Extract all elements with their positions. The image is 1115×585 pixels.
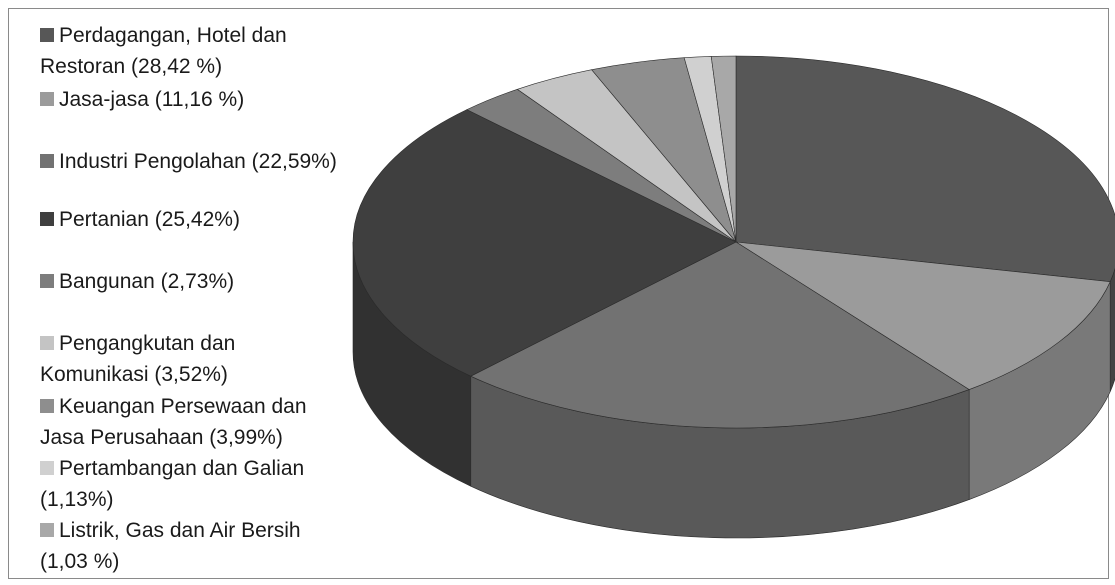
- legend-label: (1,13%): [40, 488, 114, 511]
- legend-line: Restoran (28,42 %): [40, 51, 400, 82]
- legend-swatch: [40, 154, 54, 168]
- legend-swatch: [40, 28, 54, 42]
- legend-line: Listrik, Gas dan Air Bersih: [40, 515, 400, 546]
- pie-top-group: [352, 55, 1115, 429]
- legend-line: Pertambangan dan Galian: [40, 453, 400, 484]
- legend-label: Jasa Perusahaan (3,99%): [40, 426, 283, 449]
- legend-line: Industri Pengolahan (22,59%): [40, 146, 400, 177]
- legend-label: Pertambangan dan Galian: [59, 457, 305, 480]
- legend-item: Keuangan Persewaan dan Jasa Perusahaan (3…: [40, 391, 400, 453]
- legend-line: Perdagangan, Hotel dan: [40, 20, 400, 51]
- legend-line: Bangunan (2,73%): [40, 266, 400, 297]
- legend-label: Keuangan Persewaan dan: [59, 395, 307, 418]
- legend-label: (1,03 %): [40, 550, 120, 573]
- legend-item: Pengangkutan dan Komunikasi (3,52%): [40, 328, 400, 390]
- legend-swatch: [40, 461, 54, 475]
- pie-slice: [352, 109, 737, 377]
- pie-slice: [735, 55, 1115, 283]
- legend-label: Komunikasi (3,52%): [40, 363, 228, 386]
- legend-item: Pertanian (25,42%): [40, 204, 400, 235]
- legend-swatch: [40, 274, 54, 288]
- legend-line: Jasa Perusahaan (3,99%): [40, 422, 400, 453]
- legend-item: Jasa-jasa (11,16 %): [40, 84, 400, 115]
- legend-swatch: [40, 399, 54, 413]
- legend-line: Pengangkutan dan: [40, 328, 400, 359]
- legend-line: Jasa-jasa (11,16 %): [40, 84, 400, 115]
- legend-swatch: [40, 336, 54, 350]
- legend-item: Pertambangan dan Galian (1,13%): [40, 453, 400, 515]
- chart-legend: Perdagangan, Hotel dan Restoran (28,42 %)…: [0, 0, 400, 585]
- legend-label: Pengangkutan dan: [59, 332, 236, 355]
- pie-slice: [710, 55, 737, 243]
- pie-side-group: [352, 241, 1115, 539]
- legend-line: Komunikasi (3,52%): [40, 359, 400, 390]
- legend-item: Bangunan (2,73%): [40, 266, 400, 297]
- legend-item: Listrik, Gas dan Air Bersih (1,03 %): [40, 515, 400, 577]
- legend-line: (1,03 %): [40, 546, 400, 577]
- legend-label: Jasa-jasa (11,16 %): [59, 88, 245, 111]
- legend-line: (1,13%): [40, 484, 400, 515]
- pie-slice: [735, 241, 1111, 390]
- legend-label: Listrik, Gas dan Air Bersih: [59, 519, 301, 542]
- legend-label: Bangunan (2,73%): [59, 270, 235, 293]
- legend-item: Industri Pengolahan (22,59%): [40, 146, 400, 177]
- legend-line: Pertanian (25,42%): [40, 204, 400, 235]
- legend-line: Keuangan Persewaan dan: [40, 391, 400, 422]
- legend-label: Industri Pengolahan (22,59%): [59, 150, 337, 173]
- legend-item: Perdagangan, Hotel dan Restoran (28,42 %): [40, 20, 400, 82]
- legend-label: Restoran (28,42 %): [40, 55, 223, 78]
- legend-label: Pertanian (25,42%): [59, 208, 240, 231]
- legend-label: Perdagangan, Hotel dan: [59, 24, 287, 47]
- legend-swatch: [40, 523, 54, 537]
- pie-slice: [470, 241, 970, 429]
- legend-swatch: [40, 212, 54, 226]
- legend-swatch: [40, 92, 54, 106]
